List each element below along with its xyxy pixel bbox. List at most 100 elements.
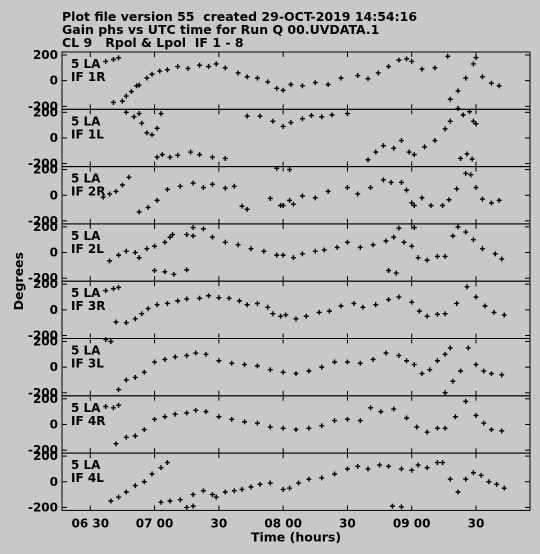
data-point [338,303,344,309]
data-point [123,377,129,383]
data-point [200,185,206,191]
panel-if-label: IF 4R [71,414,105,428]
data-point [229,416,235,422]
data-point [455,105,461,111]
data-point [428,203,434,209]
y-tick-label: -200 [28,157,58,171]
data-point [197,295,203,301]
data-point [175,152,181,158]
data-point [488,371,494,377]
data-point [386,463,392,469]
data-point [222,185,228,191]
data-point [319,423,325,429]
data-point [287,485,293,491]
y-tick-label: -200 [28,500,58,514]
panel-frame-8 [61,452,531,511]
data-point [409,299,415,305]
data-point [440,203,446,209]
data-point [107,191,113,197]
data-point [338,75,344,81]
data-point [213,494,219,500]
data-point [113,319,119,325]
data-point [411,362,417,368]
panel-frame-5 [61,280,531,340]
data-point [306,368,312,374]
data-point [280,87,286,93]
data-point [422,144,428,150]
data-point [450,378,456,384]
data-point [454,186,460,192]
y-tick-label: 0 [50,131,58,145]
y-tick-label: -200 [28,271,58,285]
data-point [184,267,190,273]
data-point [177,497,183,503]
data-point [206,293,212,299]
data-point [398,504,404,510]
data-point [463,229,469,235]
panel-frame-3 [61,166,531,225]
data-point [190,180,196,186]
data-point [132,374,138,380]
data-point [478,472,484,478]
y-tick-label: -200 [28,214,58,228]
data-point [267,424,273,430]
data-point [184,353,190,359]
data-point [499,428,505,434]
panel-frame-4 [61,223,531,282]
data-point [231,488,237,494]
data-point [248,246,254,252]
data-point [499,256,505,262]
data-point [355,73,361,79]
data-point [154,125,160,131]
y-tick-label: 0 [50,246,58,260]
data-point [306,476,312,482]
data-point [432,138,438,144]
data-point [360,304,366,310]
data-point [326,308,332,314]
x-tick-label: 09 00 [393,516,431,530]
data-point [132,433,138,439]
panel-if-label: IF 2L [71,242,104,256]
data-point [123,109,129,115]
data-point [184,232,190,238]
panel-frame-6 [61,338,531,397]
data-point [172,354,178,360]
data-point [110,405,116,411]
data-point [149,132,155,138]
data-point [184,296,190,302]
y-tick-label: -200 [28,443,58,457]
data-point [486,479,492,485]
data-point [344,466,350,472]
data-point [419,371,425,377]
data-point [280,203,286,209]
data-point [209,234,215,240]
data-point [185,65,191,71]
data-point [306,425,312,431]
data-point [200,488,206,494]
data-point [267,367,273,373]
data-point [398,138,404,144]
data-point [409,200,415,206]
y-tick-label: 200 [33,163,58,177]
data-point [463,398,469,404]
data-point [391,406,397,412]
data-point [373,302,379,308]
data-point [406,149,412,155]
data-point [110,99,116,105]
data-point [152,243,158,249]
data-point [450,233,456,239]
panel-antenna-label: 5 LA [71,344,101,358]
data-point [464,151,470,157]
data-point [131,114,137,120]
data-point [152,416,158,422]
y-tick-label: -200 [28,99,58,113]
data-point [108,498,114,504]
data-point [460,112,466,118]
data-point [209,181,215,187]
data-point [355,463,361,469]
data-point [383,238,389,244]
data-point [370,242,376,248]
data-point [404,358,410,364]
data-point [319,114,325,120]
data-point [108,339,114,344]
